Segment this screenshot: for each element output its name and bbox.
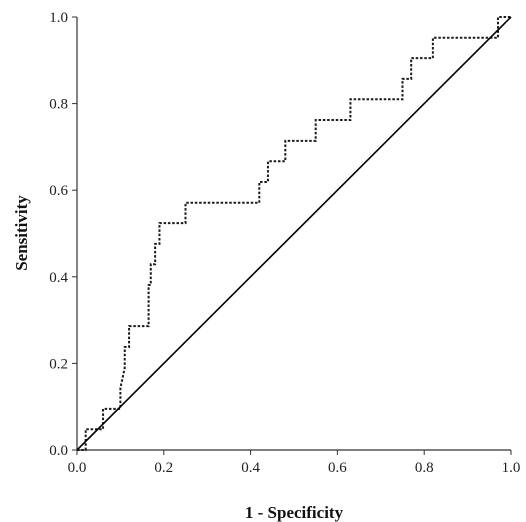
y-tick-label: 0.2 [49,356,68,372]
x-tick-label: 0.8 [415,460,434,476]
x-axis-title: 1 - Specificity [245,503,344,522]
x-tick-label: 0.4 [241,460,260,476]
reference-diagonal-line [76,16,512,451]
y-tick-label: 1.0 [49,10,68,26]
x-tick-label: 1.0 [502,460,521,476]
y-tick-label: 0.4 [49,270,68,286]
y-axis-title: Sensitivity [12,195,31,271]
x-tick-label: 0.2 [154,460,173,476]
chart-ticks: 0.0 0.2 0.4 0.6 0.8 1.0 0.0 0.2 0.4 0.6 0.8 1.0 [49,10,520,476]
x-tick-label: 0.6 [328,460,347,476]
y-tick-label: 0.6 [49,183,68,199]
y-tick-label: 0.8 [49,97,68,113]
x-tick-label: 0.0 [68,460,87,476]
chart-series [76,16,512,451]
y-tick-label: 0.0 [49,443,68,459]
chart-axes [76,17,511,451]
roc-curve [77,16,511,451]
